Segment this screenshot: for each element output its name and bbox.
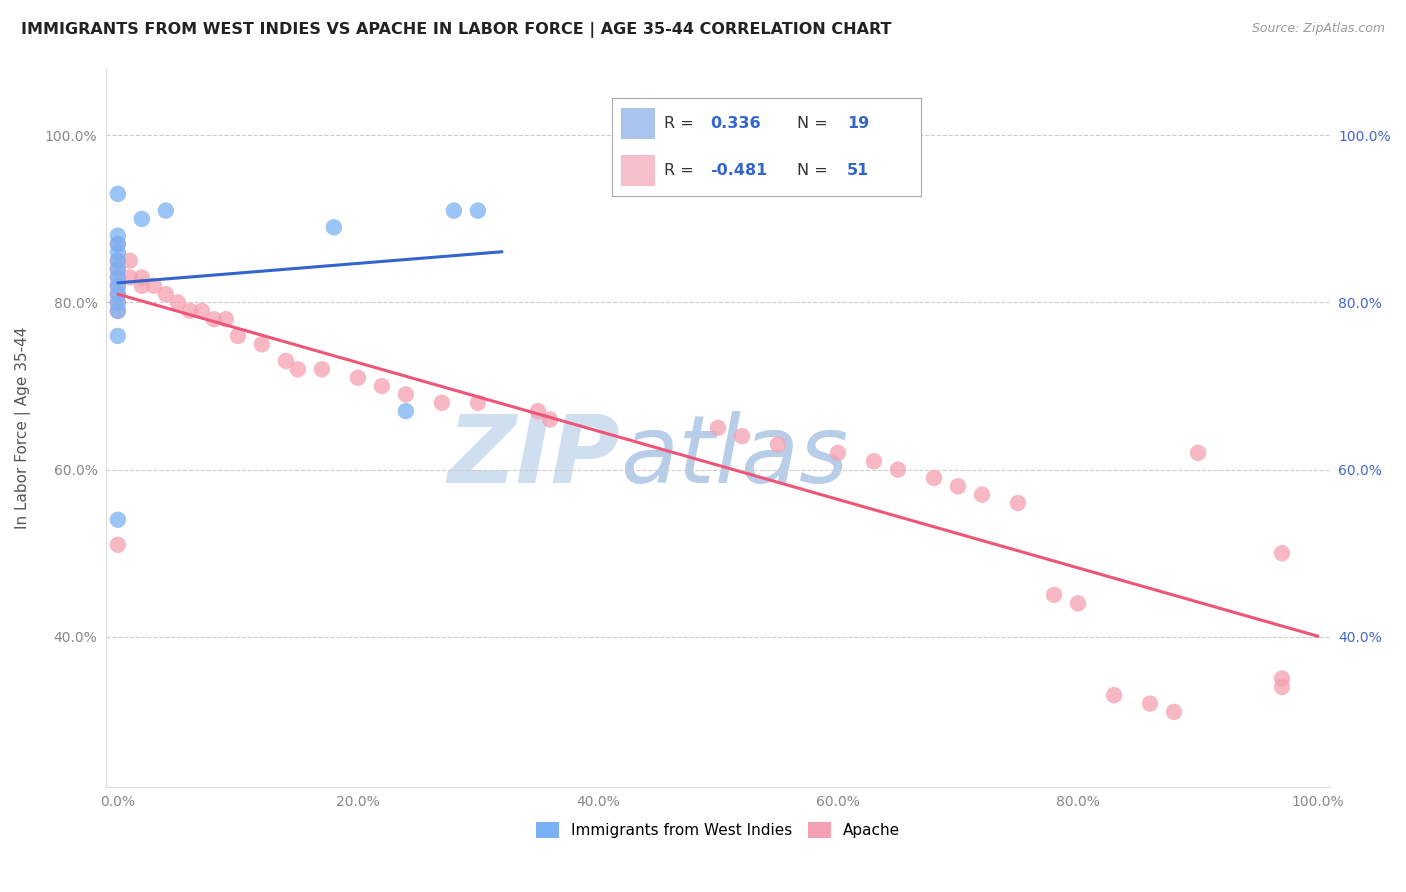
Point: [1102, 688, 1125, 702]
Text: 0.336: 0.336: [710, 116, 761, 131]
Point: [179, 303, 201, 318]
Text: R =: R =: [664, 163, 699, 178]
Bar: [621, 155, 655, 186]
Point: [107, 303, 129, 318]
Point: [347, 370, 370, 384]
Point: [107, 278, 129, 293]
Point: [131, 211, 153, 226]
Point: [142, 278, 165, 293]
Point: [107, 253, 129, 268]
Text: 51: 51: [846, 163, 869, 178]
Point: [970, 488, 993, 502]
Point: [107, 228, 129, 243]
Point: [191, 303, 214, 318]
Point: [107, 538, 129, 552]
Point: [107, 295, 129, 310]
Point: [287, 362, 309, 376]
Text: atlas: atlas: [620, 411, 848, 502]
Point: [107, 237, 129, 252]
Text: Source: ZipAtlas.com: Source: ZipAtlas.com: [1251, 22, 1385, 36]
Point: [107, 329, 129, 343]
Point: [1007, 496, 1029, 510]
Text: 19: 19: [846, 116, 869, 131]
Point: [131, 270, 153, 285]
Point: [107, 237, 129, 252]
Point: [155, 203, 177, 218]
Point: [887, 462, 910, 476]
Point: [1271, 672, 1294, 686]
Point: [1067, 596, 1090, 610]
Point: [131, 278, 153, 293]
Point: [250, 337, 273, 351]
Point: [107, 262, 129, 277]
Point: [311, 362, 333, 376]
Point: [371, 379, 394, 393]
Y-axis label: In Labor Force | Age 35-44: In Labor Force | Age 35-44: [15, 326, 31, 529]
Point: [215, 312, 238, 326]
Point: [107, 287, 129, 301]
Text: ZIP: ZIP: [447, 410, 620, 502]
Point: [395, 387, 418, 401]
Text: N =: N =: [797, 163, 834, 178]
Point: [467, 396, 489, 410]
Point: [1043, 588, 1066, 602]
Text: N =: N =: [797, 116, 834, 131]
Point: [443, 203, 465, 218]
Point: [107, 262, 129, 277]
Point: [107, 270, 129, 285]
Point: [107, 270, 129, 285]
Point: [467, 203, 489, 218]
Point: [538, 412, 561, 426]
Point: [107, 278, 129, 293]
Point: [863, 454, 886, 468]
Point: [1139, 697, 1161, 711]
Point: [1271, 546, 1294, 560]
Point: [527, 404, 550, 418]
Point: [155, 287, 177, 301]
Point: [946, 479, 969, 493]
Point: [118, 270, 141, 285]
Point: [922, 471, 945, 485]
Point: [107, 303, 129, 318]
Point: [107, 513, 129, 527]
Point: [430, 396, 453, 410]
Point: [731, 429, 754, 443]
Text: -0.481: -0.481: [710, 163, 768, 178]
Point: [107, 295, 129, 310]
Point: [107, 287, 129, 301]
Point: [766, 437, 789, 451]
Point: [107, 186, 129, 201]
Point: [1271, 680, 1294, 694]
Point: [827, 446, 849, 460]
Point: [202, 312, 225, 326]
Point: [395, 404, 418, 418]
Point: [226, 329, 249, 343]
Point: [107, 245, 129, 260]
Point: [274, 354, 297, 368]
Point: [1163, 705, 1185, 719]
Point: [107, 253, 129, 268]
Text: R =: R =: [664, 116, 699, 131]
Legend: Immigrants from West Indies, Apache: Immigrants from West Indies, Apache: [530, 816, 905, 844]
Point: [1187, 446, 1209, 460]
Point: [707, 421, 730, 435]
Text: IMMIGRANTS FROM WEST INDIES VS APACHE IN LABOR FORCE | AGE 35-44 CORRELATION CHA: IMMIGRANTS FROM WEST INDIES VS APACHE IN…: [21, 22, 891, 38]
Point: [118, 253, 141, 268]
Bar: [621, 108, 655, 139]
Point: [166, 295, 188, 310]
Point: [322, 220, 344, 235]
